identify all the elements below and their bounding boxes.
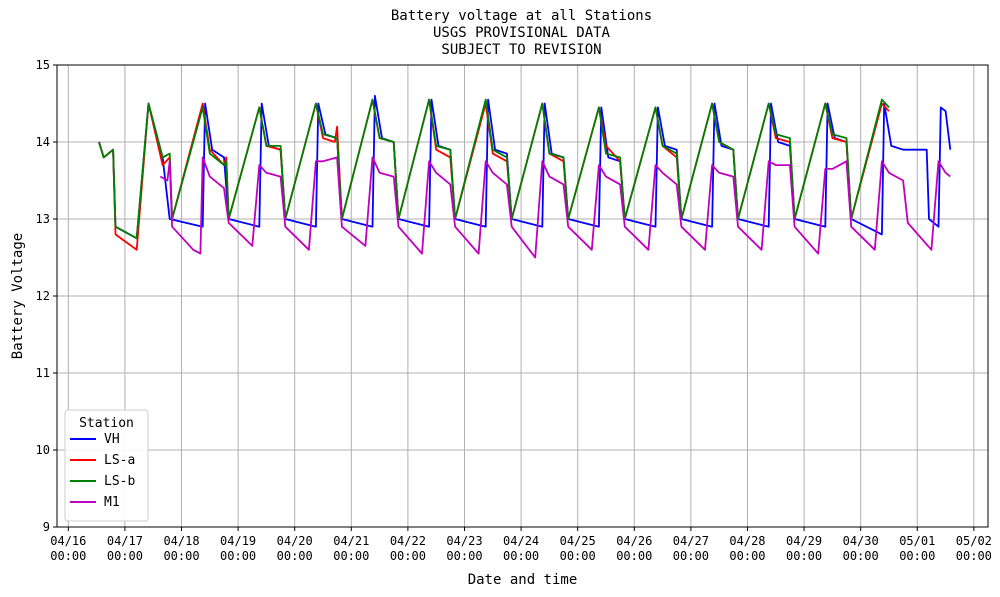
x-tick-label-time-2: 00:00 — [163, 549, 199, 563]
x-tick-label-date-15: 05/01 — [899, 534, 935, 548]
series-line-ls-b — [98, 98, 890, 240]
x-tick-label-date-5: 04/21 — [333, 534, 369, 548]
y-ticks: 9 10 11 12 13 14 15 — [36, 58, 57, 534]
y-tick-label-5: 14 — [36, 135, 50, 149]
x-tick-label-time-0: 00:00 — [50, 549, 86, 563]
x-tick-label-date-0: 04/16 — [50, 534, 86, 548]
x-tick-label-time-4: 00:00 — [277, 549, 313, 563]
x-tick-label-time-15: 00:00 — [899, 549, 935, 563]
y-tick-label-2: 11 — [36, 366, 50, 380]
x-tick-label-date-3: 04/19 — [220, 534, 256, 548]
x-tick-label-date-8: 04/24 — [503, 534, 539, 548]
x-tick-label-time-5: 00:00 — [333, 549, 369, 563]
x-tick-label-date-1: 04/17 — [107, 534, 143, 548]
series-group — [98, 94, 952, 259]
x-ticks: 04/1600:0004/1700:0004/1800:0004/1900:00… — [50, 527, 992, 563]
legend-box — [64, 409, 149, 522]
x-tick-label-time-13: 00:00 — [786, 549, 822, 563]
x-tick-label-time-1: 00:00 — [107, 549, 143, 563]
legend-label-ls-a: LS-a — [104, 453, 135, 468]
legend-label-ls-b: LS-b — [104, 474, 135, 489]
y-tick-label-6: 15 — [36, 58, 50, 72]
x-tick-label-time-7: 00:00 — [446, 549, 482, 563]
legend: Station VH LS-a LS-b M1 — [64, 409, 149, 522]
x-tick-label-date-16: 05/02 — [956, 534, 992, 548]
legend-label-m1: M1 — [104, 495, 120, 510]
x-tick-label-time-10: 00:00 — [616, 549, 652, 563]
x-tick-label-time-3: 00:00 — [220, 549, 256, 563]
series-line-m1 — [159, 156, 951, 259]
x-tick-label-date-13: 04/29 — [786, 534, 822, 548]
x-tick-label-date-14: 04/30 — [843, 534, 879, 548]
grid — [57, 64, 988, 528]
y-tick-label-0: 9 — [43, 520, 50, 534]
chart-title-line-3: SUBJECT TO REVISION — [441, 42, 602, 58]
x-tick-label-time-6: 00:00 — [390, 549, 426, 563]
x-tick-label-date-10: 04/26 — [616, 534, 652, 548]
x-tick-label-date-4: 04/20 — [277, 534, 313, 548]
x-tick-label-date-7: 04/23 — [446, 534, 482, 548]
x-axis-label: Date and time — [468, 572, 578, 588]
x-tick-label-date-2: 04/18 — [163, 534, 199, 548]
chart-title-line-2: USGS PROVISIONAL DATA — [432, 25, 610, 41]
x-tick-label-time-12: 00:00 — [729, 549, 765, 563]
legend-items: VH LS-a LS-b M1 — [70, 432, 135, 510]
chart-title-line-1: Battery voltage at all Stations — [390, 8, 653, 24]
y-tick-label-3: 12 — [36, 289, 50, 303]
y-tick-label-1: 10 — [36, 443, 50, 457]
y-tick-label-4: 13 — [36, 212, 50, 226]
x-tick-label-date-9: 04/25 — [560, 534, 596, 548]
x-tick-label-date-11: 04/27 — [673, 534, 709, 548]
y-axis-label: Battery Voltage — [10, 233, 26, 359]
x-tick-label-date-6: 04/22 — [390, 534, 426, 548]
x-tick-label-time-14: 00:00 — [843, 549, 879, 563]
legend-title: Station — [79, 416, 134, 431]
x-tick-label-time-11: 00:00 — [673, 549, 709, 563]
x-tick-label-time-16: 00:00 — [956, 549, 992, 563]
x-tick-label-time-8: 00:00 — [503, 549, 539, 563]
x-tick-label-time-9: 00:00 — [560, 549, 596, 563]
x-tick-label-date-12: 04/28 — [729, 534, 765, 548]
legend-label-vh: VH — [104, 432, 120, 447]
